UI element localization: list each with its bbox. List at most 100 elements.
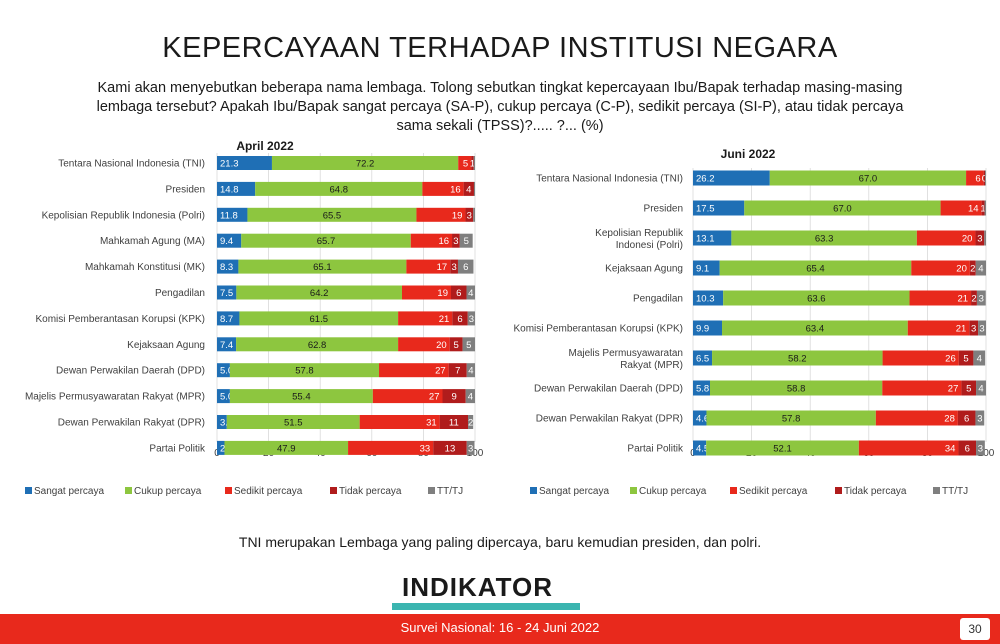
logo-text: INDIKATOR [402,572,553,602]
bar-segment [217,363,230,378]
bar-segment [961,380,977,396]
bar-segment [909,290,972,306]
data-label: 0 [982,174,987,185]
bar-segment [975,410,985,426]
data-label: 3 [978,444,983,455]
category-label: Kejaksaan Agung [127,340,205,351]
bar-segment [471,156,474,170]
data-label: 58.2 [788,354,807,365]
bar-segment [971,290,977,306]
data-label: 16 [450,184,461,195]
bar-segment [457,259,474,274]
data-label: 7 [455,366,460,377]
data-label: 6 [964,414,969,425]
bar-segment [473,156,475,170]
chart-title: Juni 2022 [721,147,776,161]
data-label: 14 [968,204,979,215]
legend-label: Cukup percaya [134,486,202,497]
data-label: 1 [470,159,475,170]
bar-segment [217,311,240,326]
data-label: 1 [980,204,985,215]
legend-swatch [25,487,32,494]
legend-swatch [730,487,737,494]
category-label: Tentara Nasional Indonesia (TNI) [536,174,683,185]
category-label: Partai Politik [149,443,206,454]
data-label: 4 [468,366,473,377]
data-label: 8.7 [220,314,233,325]
data-label: 3 [468,443,473,454]
legend-label: Tidak percaya [844,486,907,497]
category-label: Dewan Perwakilan Rakyat (DPR) [58,418,205,429]
bar-segment [693,170,770,186]
category-label: Presiden [644,204,683,215]
bar-segment [882,380,962,396]
category-label: Majelis Permusyawaratan Rakyat (MPR) [569,348,684,371]
data-label: 3 [979,324,984,335]
bar-segment [224,440,349,455]
bar-segment [372,389,443,404]
data-label: 65.7 [317,236,336,247]
data-label: 63.3 [815,234,834,245]
data-label: 34 [945,444,956,455]
data-label: 4.6 [696,414,709,425]
data-label: 21 [439,314,450,325]
data-label: 3 [977,414,982,425]
footer-bar: Survei Nasional: 16 - 24 Juni 2022 30 [0,614,1000,644]
bar-segment [858,440,959,456]
chart-title: April 2022 [236,139,294,153]
bar-segment [907,320,970,336]
bar-segment [916,230,976,246]
bar-segment [875,410,958,426]
data-label: 6 [457,314,462,325]
data-label: 63.4 [806,324,825,335]
bar-segment [238,259,407,274]
bar-segment [452,233,460,248]
data-label: 8.3 [220,262,233,273]
bar-segment [241,233,411,248]
data-label: 5 [463,159,468,170]
category-label: Tentara Nasional Indonesia (TNI) [58,159,205,170]
bar-segment [448,363,467,378]
footer-text: Survei Nasional: 16 - 24 Juni 2022 [400,620,600,635]
bar-segment [966,170,984,186]
bar-segment [217,440,225,455]
page-title: KEPERCAYAAN TERHADAP INSTITUSI NEGARA [162,32,838,64]
data-label: 57.8 [295,366,314,377]
data-label: 6 [965,444,970,455]
bar-segment [882,350,959,366]
data-label: 4 [978,264,983,275]
bar-segment [458,156,472,170]
data-label: 65.1 [313,262,332,273]
bar-segment [744,200,941,216]
bar-segment [706,410,876,426]
legend-label: Sangat percaya [34,486,104,497]
data-label: 72.2 [356,159,375,170]
bar-segment [255,181,423,196]
bar-segment [416,207,466,222]
category-label: Pengadilan [633,294,683,305]
bar-segment [463,181,474,196]
data-label: 62.8 [308,340,327,351]
bar-segment [958,350,974,366]
bar-segment [719,260,912,276]
data-label: 52.1 [773,444,792,455]
data-label: 65.4 [806,264,825,275]
data-label: 64.8 [330,184,349,195]
category-label-line: Indonesi (Polri) [616,240,683,251]
bar-segment [229,389,373,404]
bar-segment [983,170,986,186]
legend-swatch [125,487,132,494]
legend-swatch [330,487,337,494]
bar-segment [712,350,883,366]
data-label: 2 [468,418,473,429]
legend-swatch [630,487,637,494]
question-text: Kami akan menyebutkan beberapa nama lemb… [96,80,904,134]
bar-segment [239,311,399,326]
bar-segment [693,440,707,456]
bar-segment [693,200,745,216]
bar-segment [978,320,986,336]
data-label: 3 [469,314,474,325]
data-label: 63.6 [807,294,826,305]
data-label: 2 [971,294,976,305]
bar-segment [984,230,986,246]
